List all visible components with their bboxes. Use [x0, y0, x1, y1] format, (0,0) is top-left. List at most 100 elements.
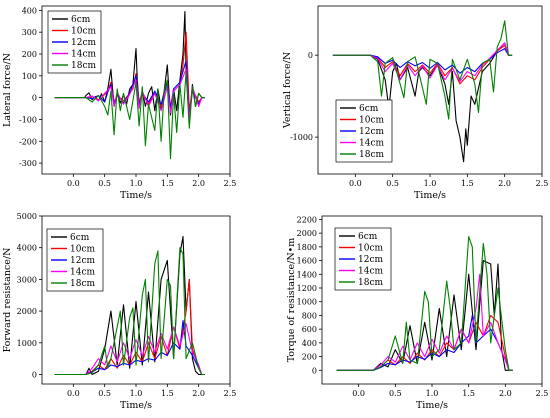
y-tick-label: 0: [32, 94, 37, 103]
series-line-6cm: [336, 260, 513, 371]
x-tick-label: 0.0: [67, 389, 80, 398]
x-tick-label: 0.0: [349, 179, 362, 188]
legend-label-14cm: 14cm: [71, 50, 96, 60]
y-tick-label: 2000: [297, 229, 317, 238]
chart-panel-3: 0.0 0.5 1.0 1.5 2.0 2.5 0 1000 2000 3000 4000 5000 T…: [2, 212, 236, 411]
x-tick-label: 0.0: [352, 389, 365, 398]
x-tick-label: 2.5: [536, 179, 549, 188]
legend-label-18cm: 18cm: [359, 150, 384, 160]
legend-label-14cm: 14cm: [359, 139, 384, 149]
y-tick-label: 1800: [297, 243, 317, 252]
x-tick-label: 1.0: [424, 179, 437, 188]
y-tick-label: 1200: [297, 284, 317, 293]
x-tick-label: 1.5: [462, 389, 475, 398]
series-group: [336, 236, 513, 371]
legend-label-18cm: 18cm: [358, 278, 383, 288]
series-line-14cm: [54, 323, 205, 376]
x-axis-label: Time/s: [120, 400, 152, 411]
chart-panel-2: 0.0 0.5 1.0 1.5 2.0 2.5 -1000 0 Time/s Vertical f…: [282, 5, 549, 201]
x-axis-label: Time/s: [414, 190, 446, 201]
y-tick-label: 1000: [17, 339, 37, 348]
x-tick-label: 2.0: [192, 389, 205, 398]
y-tick-label: 3000: [17, 275, 37, 284]
x-tick-label: 2.5: [536, 389, 549, 398]
y-axis-label: Torque of resistance/N•m: [286, 238, 297, 363]
y-tick-label: 1600: [297, 257, 317, 266]
series-line-12cm: [332, 48, 513, 74]
y-tick-label: -1000: [290, 133, 313, 142]
x-tick-label: 1.5: [461, 179, 474, 188]
y-tick-label: 4000: [17, 244, 37, 253]
y-tick-label: 100: [22, 72, 37, 81]
legend-label-18cm: 18cm: [70, 279, 95, 289]
x-tick-label: 1.0: [130, 389, 143, 398]
x-tick-label: 1.5: [161, 179, 174, 188]
x-tick-label: 2.5: [224, 389, 237, 398]
y-axis-label: Lateral force/N: [2, 53, 13, 127]
series-line-18cm: [54, 70, 205, 160]
legend-label-12cm: 12cm: [359, 127, 384, 137]
y-axis-label: Vertical force/N: [282, 52, 293, 129]
x-tick-label: 2.0: [498, 179, 511, 188]
x-axis-label: Time/s: [416, 400, 448, 411]
series-group: [332, 20, 513, 163]
series-line-10cm: [54, 278, 205, 376]
legend-label-10cm: 10cm: [71, 27, 96, 37]
series-line-10cm: [332, 44, 513, 85]
series-line-14cm: [332, 42, 513, 82]
y-tick-label: 200: [22, 50, 37, 59]
series-line-14cm: [336, 273, 513, 371]
x-tick-label: 1.0: [130, 179, 143, 188]
series-line-12cm: [336, 314, 513, 371]
x-tick-label: 1.0: [426, 389, 439, 398]
series-line-18cm: [54, 247, 205, 376]
x-tick-label: 0.5: [98, 389, 111, 398]
chart-panel-4: 0.0 0.5 1.0 1.5 2.0 2.5 0 200 400 600 800 1000 1200 1…: [286, 215, 548, 411]
y-tick-label: -300: [19, 159, 37, 168]
y-tick-label: 0: [308, 51, 313, 60]
legend-label-10cm: 10cm: [359, 116, 384, 126]
y-tick-label: 5000: [17, 212, 37, 221]
y-tick-label: 1400: [297, 270, 317, 279]
series-line-18cm: [336, 236, 513, 371]
legend-label-10cm: 10cm: [70, 245, 95, 255]
y-tick-label: 0: [32, 370, 37, 379]
x-tick-label: 2.0: [499, 389, 512, 398]
y-tick-label: 1000: [297, 298, 317, 307]
y-tick-label: 2200: [297, 215, 317, 224]
y-tick-label: 0: [312, 366, 317, 375]
series-line-6cm: [332, 42, 513, 163]
y-axis-label: Forward resistance/N: [2, 248, 13, 353]
legend-label-18cm: 18cm: [71, 61, 96, 71]
legend-label-6cm: 6cm: [359, 104, 379, 114]
y-tick-label: 200: [302, 353, 317, 362]
x-tick-label: 1.5: [161, 389, 174, 398]
legend-label-6cm: 6cm: [358, 232, 378, 242]
x-tick-label: 2.0: [192, 179, 205, 188]
y-tick-label: 600: [302, 325, 317, 334]
legend-label-6cm: 6cm: [71, 15, 91, 25]
y-tick-label: -200: [19, 137, 37, 146]
y-tick-label: 400: [302, 339, 317, 348]
legend-label-6cm: 6cm: [70, 233, 90, 243]
legend-label-10cm: 10cm: [358, 244, 383, 254]
y-tick-label: 400: [22, 6, 37, 15]
y-tick-label: -100: [19, 115, 37, 124]
x-tick-label: 0.5: [98, 179, 111, 188]
legend-label-14cm: 14cm: [70, 268, 95, 278]
y-tick-label: 2000: [17, 307, 37, 316]
x-tick-label: 2.5: [224, 179, 237, 188]
x-tick-label: 0.5: [389, 389, 402, 398]
series-line-18cm: [332, 20, 513, 120]
x-tick-label: 0.0: [67, 179, 80, 188]
legend-label-12cm: 12cm: [71, 38, 96, 48]
x-tick-label: 0.5: [386, 179, 399, 188]
legend-label-12cm: 12cm: [358, 255, 383, 265]
legend-label-14cm: 14cm: [358, 267, 383, 277]
legend-label-12cm: 12cm: [70, 256, 95, 266]
